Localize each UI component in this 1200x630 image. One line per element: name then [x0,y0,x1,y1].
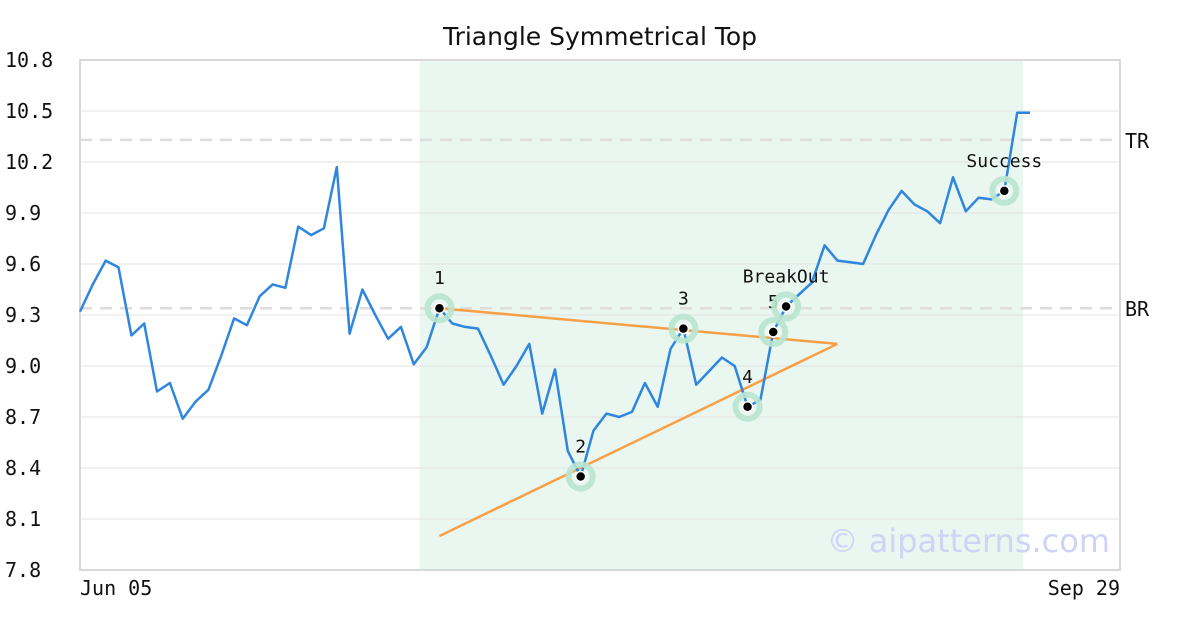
marker-label-2: 2 [575,437,586,458]
marker-halo-3 [668,313,699,344]
marker-label-success: Success [966,151,1042,172]
y-tick-label: 9.9 [5,201,41,225]
marker-halo-success [989,175,1020,206]
marker-dot-2 [574,470,587,483]
level-label-br: BR [1125,297,1150,321]
y-tick-label: 8.4 [5,456,41,480]
marker-dot-breakout [780,300,792,313]
y-tick-label: 9.0 [5,354,41,378]
y-tick-label: 10.5 [5,99,53,123]
marker-halo-4 [732,391,763,422]
y-tick-label: 7.8 [5,558,41,582]
plot-frame [79,59,1121,571]
chart-title: Triangle Symmetrical Top [442,22,758,51]
price-line [78,111,1030,478]
marker-label-breakout: BreakOut [743,267,830,288]
level-label-tr: TR [1125,129,1150,153]
x-tick-label: Sep 29 [1048,576,1120,600]
y-tick-label: 10.8 [5,48,53,72]
marker-dot-4 [741,401,754,413]
marker-dot-1 [433,302,446,314]
y-tick-label: 8.7 [5,405,41,429]
marker-dot-success [998,185,1011,197]
marker-dot-3 [677,322,690,335]
y-axis-ticks: 10.8 10.5 10.2 9.9 9.6 9.3 9.0 8.7 8.4 8.1 7.8 [5,48,53,582]
marker-label-3: 3 [678,289,689,310]
marker-halo-5 [758,317,789,347]
y-tick-label: 8.1 [5,507,41,531]
level-lines: TR BR [80,129,1150,321]
marker-dot-5 [767,326,779,338]
marker-halo-1 [424,293,455,324]
x-tick-label: Jun 05 [80,576,152,600]
marker-label-1: 1 [434,268,445,289]
y-tick-label: 9.3 [5,303,41,327]
x-axis-ticks: Jun 05 Sep 29 [80,576,1120,600]
triangle-lower-line [438,342,838,538]
y-tick-label: 9.6 [5,252,41,276]
marker-halo-2 [565,461,596,492]
marker-label-4: 4 [742,367,753,388]
y-tick-label: 10.2 [5,150,53,174]
watermark: © aipatterns.com [827,522,1110,560]
marker-halo-breakout [771,291,802,322]
